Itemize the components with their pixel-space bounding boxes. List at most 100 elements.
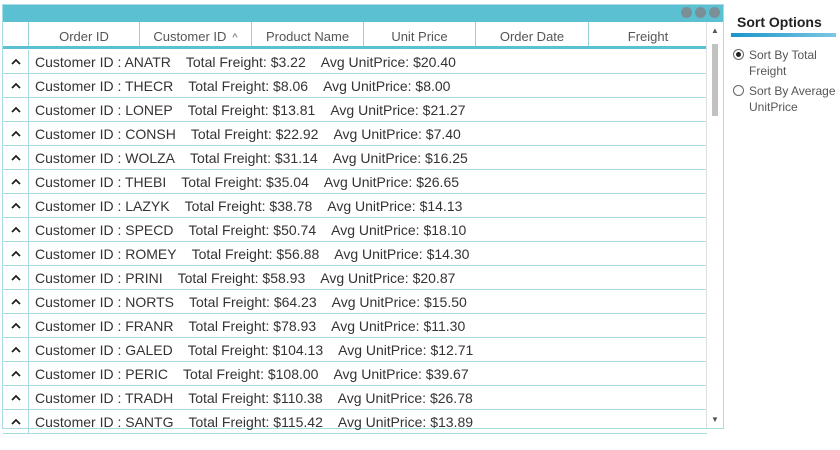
vertical-scrollbar[interactable]: ▲ ▼: [706, 22, 723, 428]
group-summary: Customer ID : THECR Total Freight: $8.06 A…: [29, 78, 465, 94]
chevron-up-icon[interactable]: [10, 178, 21, 186]
group-summary: Customer ID : WOLZA Total Freight: $31.14…: [29, 150, 483, 166]
radio-button-unchecked[interactable]: [733, 85, 744, 96]
group-avg-unitprice: Avg UnitPrice: $26.65: [323, 173, 460, 190]
ellipsis-dots-icon[interactable]: [695, 7, 706, 18]
group-expander-cell[interactable]: [3, 313, 29, 338]
group-summary: Customer ID : PRINI Total Freight: $58.93…: [29, 270, 470, 286]
option-label[interactable]: Sort By Average UnitPrice: [749, 84, 836, 114]
group-total-freight: Total Freight: $13.81: [187, 101, 316, 118]
group-summary: Customer ID : FRANR Total Freight: $78.93…: [29, 318, 480, 334]
group-customer-id: Customer ID : WOLZA: [35, 149, 176, 166]
group-avg-unitprice: Avg UnitPrice: $14.30: [334, 245, 470, 262]
group-row[interactable]: Customer ID : FRANR Total Freight: $78.93…: [3, 313, 707, 338]
group-customer-id: Customer ID : ANATR: [35, 53, 171, 70]
sort-by-total-freight-option[interactable]: Sort By Total Freight: [731, 47, 837, 79]
chevron-up-icon[interactable]: [10, 226, 21, 234]
group-total-freight: Total Freight: $110.38: [188, 389, 323, 406]
group-avg-unitprice: Avg UnitPrice: $18.10: [331, 221, 467, 238]
group-row[interactable]: Customer ID : ROMEY Total Freight: $56.88…: [3, 241, 707, 266]
group-row[interactable]: Customer ID : SANTG Total Freight: $115.4…: [3, 409, 707, 434]
group-row[interactable]: Customer ID : NORTS Total Freight: $64.23…: [3, 289, 707, 314]
group-expander-cell[interactable]: [3, 217, 29, 242]
group-expander-cell[interactable]: [3, 409, 29, 434]
group-row[interactable]: Customer ID : PRINI Total Freight: $58.93…: [3, 265, 707, 290]
column-header-freight[interactable]: Freight: [589, 22, 707, 46]
group-expander-cell[interactable]: [3, 385, 29, 410]
scroll-up-arrow-icon[interactable]: ▲: [711, 26, 719, 35]
group-total-freight: Total Freight: $8.06: [188, 77, 309, 94]
group-row[interactable]: Customer ID : SPECD Total Freight: $50.74…: [3, 217, 707, 242]
chevron-up-icon[interactable]: [10, 130, 21, 138]
group-total-freight: Total Freight: $35.04: [181, 173, 309, 190]
group-expander-cell[interactable]: [3, 361, 29, 386]
chevron-up-icon[interactable]: [10, 106, 21, 114]
group-customer-id: Customer ID : THECR: [35, 77, 174, 94]
column-header-product-name[interactable]: Product Name: [252, 22, 364, 46]
chevron-up-icon[interactable]: [10, 394, 21, 402]
group-row[interactable]: Customer ID : GALED Total Freight: $104.1…: [3, 337, 707, 362]
group-expander-cell[interactable]: [3, 49, 29, 74]
group-expander-cell[interactable]: [3, 265, 29, 290]
group-row[interactable]: Customer ID : CONSH Total Freight: $22.92…: [3, 121, 707, 146]
group-expander-cell[interactable]: [3, 97, 29, 122]
chevron-up-icon[interactable]: [10, 274, 21, 282]
sort-by-average-unitprice-option[interactable]: Sort By Average UnitPrice: [731, 83, 837, 115]
group-row[interactable]: Customer ID : THECR Total Freight: $8.06 A…: [3, 73, 707, 98]
ellipsis-dots-icon[interactable]: [681, 7, 692, 18]
group-summary: Customer ID : NORTS Total Freight: $64.23…: [29, 294, 482, 310]
group-customer-id: Customer ID : GALED: [35, 341, 173, 358]
column-header-label: Product Name: [265, 29, 350, 44]
chevron-up-icon[interactable]: [10, 202, 21, 210]
grid-title-bar: [3, 5, 723, 22]
group-total-freight: Total Freight: $3.22: [185, 53, 306, 70]
group-customer-id: Customer ID : TRADH: [35, 389, 174, 406]
option-label[interactable]: Sort By Total Freight: [749, 48, 817, 78]
column-header-order-date[interactable]: Order Date: [476, 22, 589, 46]
group-row[interactable]: Customer ID : ANATR Total Freight: $3.22 A…: [3, 49, 707, 74]
column-header-unit-price[interactable]: Unit Price: [364, 22, 476, 46]
column-header-customer-id[interactable]: Customer ID ^: [140, 22, 252, 46]
group-row[interactable]: Customer ID : LONEP Total Freight: $13.81…: [3, 97, 707, 122]
group-row[interactable]: Customer ID : PERIC Total Freight: $108.0…: [3, 361, 707, 386]
group-avg-unitprice: Avg UnitPrice: $12.71: [338, 341, 474, 358]
chevron-up-icon[interactable]: [10, 370, 21, 378]
group-avg-unitprice: Avg UnitPrice: $20.87: [320, 269, 456, 286]
radio-button-checked[interactable]: [733, 49, 744, 60]
group-expander-cell[interactable]: [3, 73, 29, 98]
group-total-freight: Total Freight: $31.14: [190, 149, 318, 166]
sort-options-title: Sort Options: [737, 14, 822, 30]
chevron-up-icon[interactable]: [10, 298, 21, 306]
group-row[interactable]: Customer ID : THEBI Total Freight: $35.04…: [3, 169, 707, 194]
chevron-up-icon[interactable]: [10, 322, 21, 330]
chevron-up-icon[interactable]: [10, 418, 21, 426]
group-total-freight: Total Freight: $64.23: [189, 293, 317, 310]
group-expander-cell[interactable]: [3, 289, 29, 314]
scrollbar-thumb[interactable]: [712, 44, 718, 116]
chevron-up-icon[interactable]: [10, 58, 21, 66]
group-expander-cell[interactable]: [3, 193, 29, 218]
group-row[interactable]: Customer ID : TRADH Total Freight: $110.3…: [3, 385, 707, 410]
chevron-up-icon[interactable]: [10, 250, 21, 258]
group-row[interactable]: Customer ID : WOLZA Total Freight: $31.14…: [3, 145, 707, 170]
group-row[interactable]: Customer ID : LAZYK Total Freight: $38.78…: [3, 193, 707, 218]
group-expander-cell[interactable]: [3, 337, 29, 362]
group-avg-unitprice: Avg UnitPrice: $14.13: [327, 197, 463, 214]
group-expander-cell[interactable]: [3, 169, 29, 194]
group-total-freight: Total Freight: $22.92: [190, 125, 319, 142]
window-dots[interactable]: [681, 7, 720, 18]
group-expander-cell[interactable]: [3, 145, 29, 170]
group-customer-id: Customer ID : SANTG: [35, 413, 174, 430]
chevron-up-icon[interactable]: [10, 346, 21, 354]
group-expander-cell[interactable]: [3, 121, 29, 146]
column-header-order-id[interactable]: Order ID: [29, 22, 140, 46]
chevron-up-icon[interactable]: [10, 154, 21, 162]
group-total-freight: Total Freight: $50.74: [188, 221, 317, 238]
ellipsis-dots-icon[interactable]: [709, 7, 720, 18]
chevron-up-icon[interactable]: [10, 82, 21, 90]
group-customer-id: Customer ID : NORTS: [35, 293, 174, 310]
group-total-freight: Total Freight: $56.88: [191, 245, 320, 262]
group-expander-cell[interactable]: [3, 241, 29, 266]
scroll-down-arrow-icon[interactable]: ▼: [711, 415, 719, 424]
group-summary: Customer ID : LONEP Total Freight: $13.81…: [29, 102, 481, 118]
